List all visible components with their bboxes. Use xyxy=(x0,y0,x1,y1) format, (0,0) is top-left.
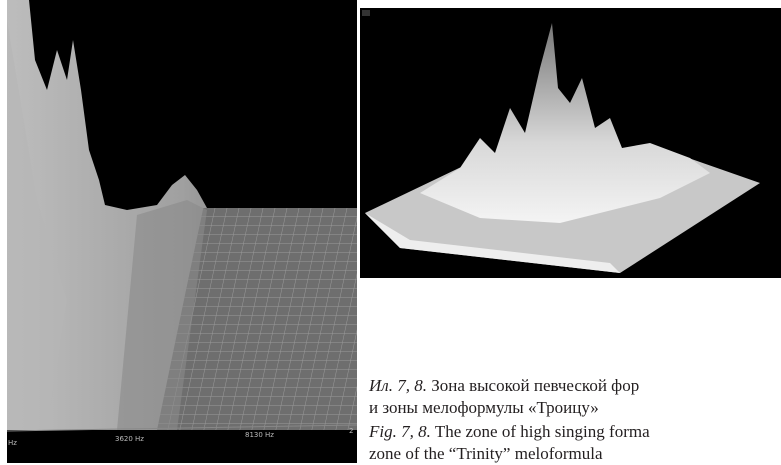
caption-label: Fig. 7, 8. xyxy=(369,422,431,441)
caption-en: Fig. 7, 8. The zone of high singing form… xyxy=(369,421,650,465)
caption-line: Fig. 7, 8. The zone of high singing form… xyxy=(369,421,650,443)
page: Hz 3620 Hz 8130 Hz 2 Ил. 7, 8. Зона высо… xyxy=(0,0,781,463)
spectrogram-right xyxy=(360,8,781,278)
caption-line: и зоны мелоформулы «Троицу» xyxy=(369,397,639,419)
caption-ru: Ил. 7, 8. Зона высокой певческой фор и з… xyxy=(369,375,639,419)
axis-label: 3620 Hz xyxy=(115,435,144,443)
axis-label: 8130 Hz xyxy=(245,431,274,439)
caption-text: Зона высокой певческой фор xyxy=(431,376,639,395)
caption-line: zone of the “Trinity” meloformula xyxy=(369,443,650,465)
caption-line: Ил. 7, 8. Зона высокой певческой фор xyxy=(369,375,639,397)
caption-label: Ил. 7, 8. xyxy=(369,376,427,395)
spectrogram-left: Hz 3620 Hz 8130 Hz 2 xyxy=(7,0,357,463)
axis-label: 2 xyxy=(349,427,353,435)
caption-text: The zone of high singing forma xyxy=(435,422,650,441)
axis-label: Hz xyxy=(8,439,17,447)
